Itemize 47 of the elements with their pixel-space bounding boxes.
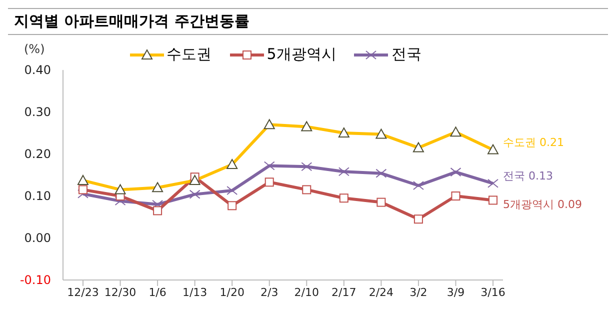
y-tick-label: 0.40 <box>24 63 51 77</box>
x-tick-label: 2/10 <box>294 286 319 299</box>
point <box>376 198 386 207</box>
legend-label: 5개광역시 <box>266 45 336 64</box>
x-tick-label: 3/16 <box>480 286 506 299</box>
x-tick-label: 2/24 <box>368 286 394 299</box>
point <box>338 167 350 176</box>
point <box>412 181 424 190</box>
x-tick-label: 12/23 <box>67 286 99 299</box>
legend-label: 전국 <box>390 45 422 64</box>
point <box>451 192 460 200</box>
annotation: 수도권 0.21 <box>503 136 564 149</box>
point <box>339 194 348 203</box>
point <box>264 161 275 170</box>
point <box>414 214 423 224</box>
x-tick-label: 2/3 <box>260 286 278 299</box>
point <box>226 186 238 196</box>
x-tick-label: 1/6 <box>148 286 166 299</box>
y-tick-label: 0.10 <box>24 189 51 203</box>
point <box>153 206 162 216</box>
y-tick-label: 0.30 <box>24 105 51 119</box>
x-tick-label: 1/20 <box>220 286 244 299</box>
point <box>450 168 462 177</box>
x-tick-label: 12/30 <box>104 286 136 299</box>
x-tick-label: 3/2 <box>410 286 428 299</box>
point <box>78 189 88 198</box>
annotation: 5개광역시 0.09 <box>503 198 582 212</box>
point <box>488 196 498 205</box>
point <box>152 200 164 209</box>
y-axis-title: (%) <box>24 42 45 56</box>
point <box>302 185 312 194</box>
point <box>488 178 498 188</box>
point <box>78 185 88 194</box>
point <box>228 201 237 210</box>
point <box>189 190 200 199</box>
x-tick-label: 3/9 <box>446 286 465 299</box>
chart-title: 지역별 아파트매매가격 주간변동률 <box>8 8 608 35</box>
x-tick-label: 2/17 <box>332 286 356 299</box>
point <box>301 162 312 172</box>
y-tick-label: 0.00 <box>24 231 51 245</box>
legend-label: 수도권 <box>166 45 212 64</box>
point <box>376 168 387 178</box>
y-tick-label: 0.20 <box>24 147 51 161</box>
point <box>264 178 274 187</box>
annotation: 전국 0.13 <box>503 169 553 182</box>
x-tick-label: 1/13 <box>182 286 208 299</box>
y-tick-label: -0.10 <box>20 273 51 287</box>
